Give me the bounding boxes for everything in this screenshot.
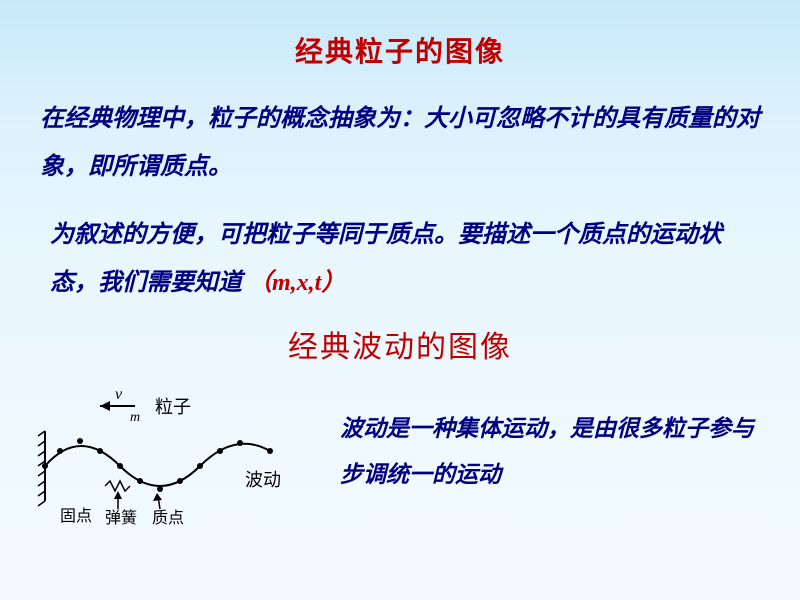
page-title-1: 经典粒子的图像 — [0, 0, 800, 70]
label-masspoint: 质点 — [152, 509, 184, 527]
paragraph-1: 在经典物理中，粒子的概念抽象为：大小可忽略不计的具有质量的对象，即所谓质点。 — [0, 70, 800, 191]
label-wave: 波动 — [245, 470, 281, 490]
paragraph-2-text: 为叙述的方便，可把粒子等同于质点。要描述一个质点的运动状态，我们需要知道 — [50, 222, 722, 296]
label-m: m — [130, 410, 140, 425]
paragraph-2: 为叙述的方便，可把粒子等同于质点。要描述一个质点的运动状态，我们需要知道 （m,… — [0, 191, 800, 307]
label-spring: 弹簧 — [105, 508, 137, 527]
bottom-row: v m 粒子 波动 固点 弹簧 质点 波动是一种集体运动，是由很多粒子参与步调统… — [0, 366, 800, 531]
label-v: v — [115, 386, 123, 403]
paren-right: ） — [321, 270, 345, 296]
label-fixed: 固点 — [60, 507, 92, 525]
wave-diagram: v m 粒子 波动 固点 弹簧 质点 — [30, 381, 310, 531]
paragraph-3: 波动是一种集体运动，是由很多粒子参与步调统一的运动 — [310, 381, 770, 498]
paren-left: （ — [248, 270, 272, 296]
label-particle: 粒子 — [155, 397, 191, 417]
formula-mxt: m,x,t — [272, 270, 321, 296]
page-title-2: 经典波动的图像 — [0, 307, 800, 366]
